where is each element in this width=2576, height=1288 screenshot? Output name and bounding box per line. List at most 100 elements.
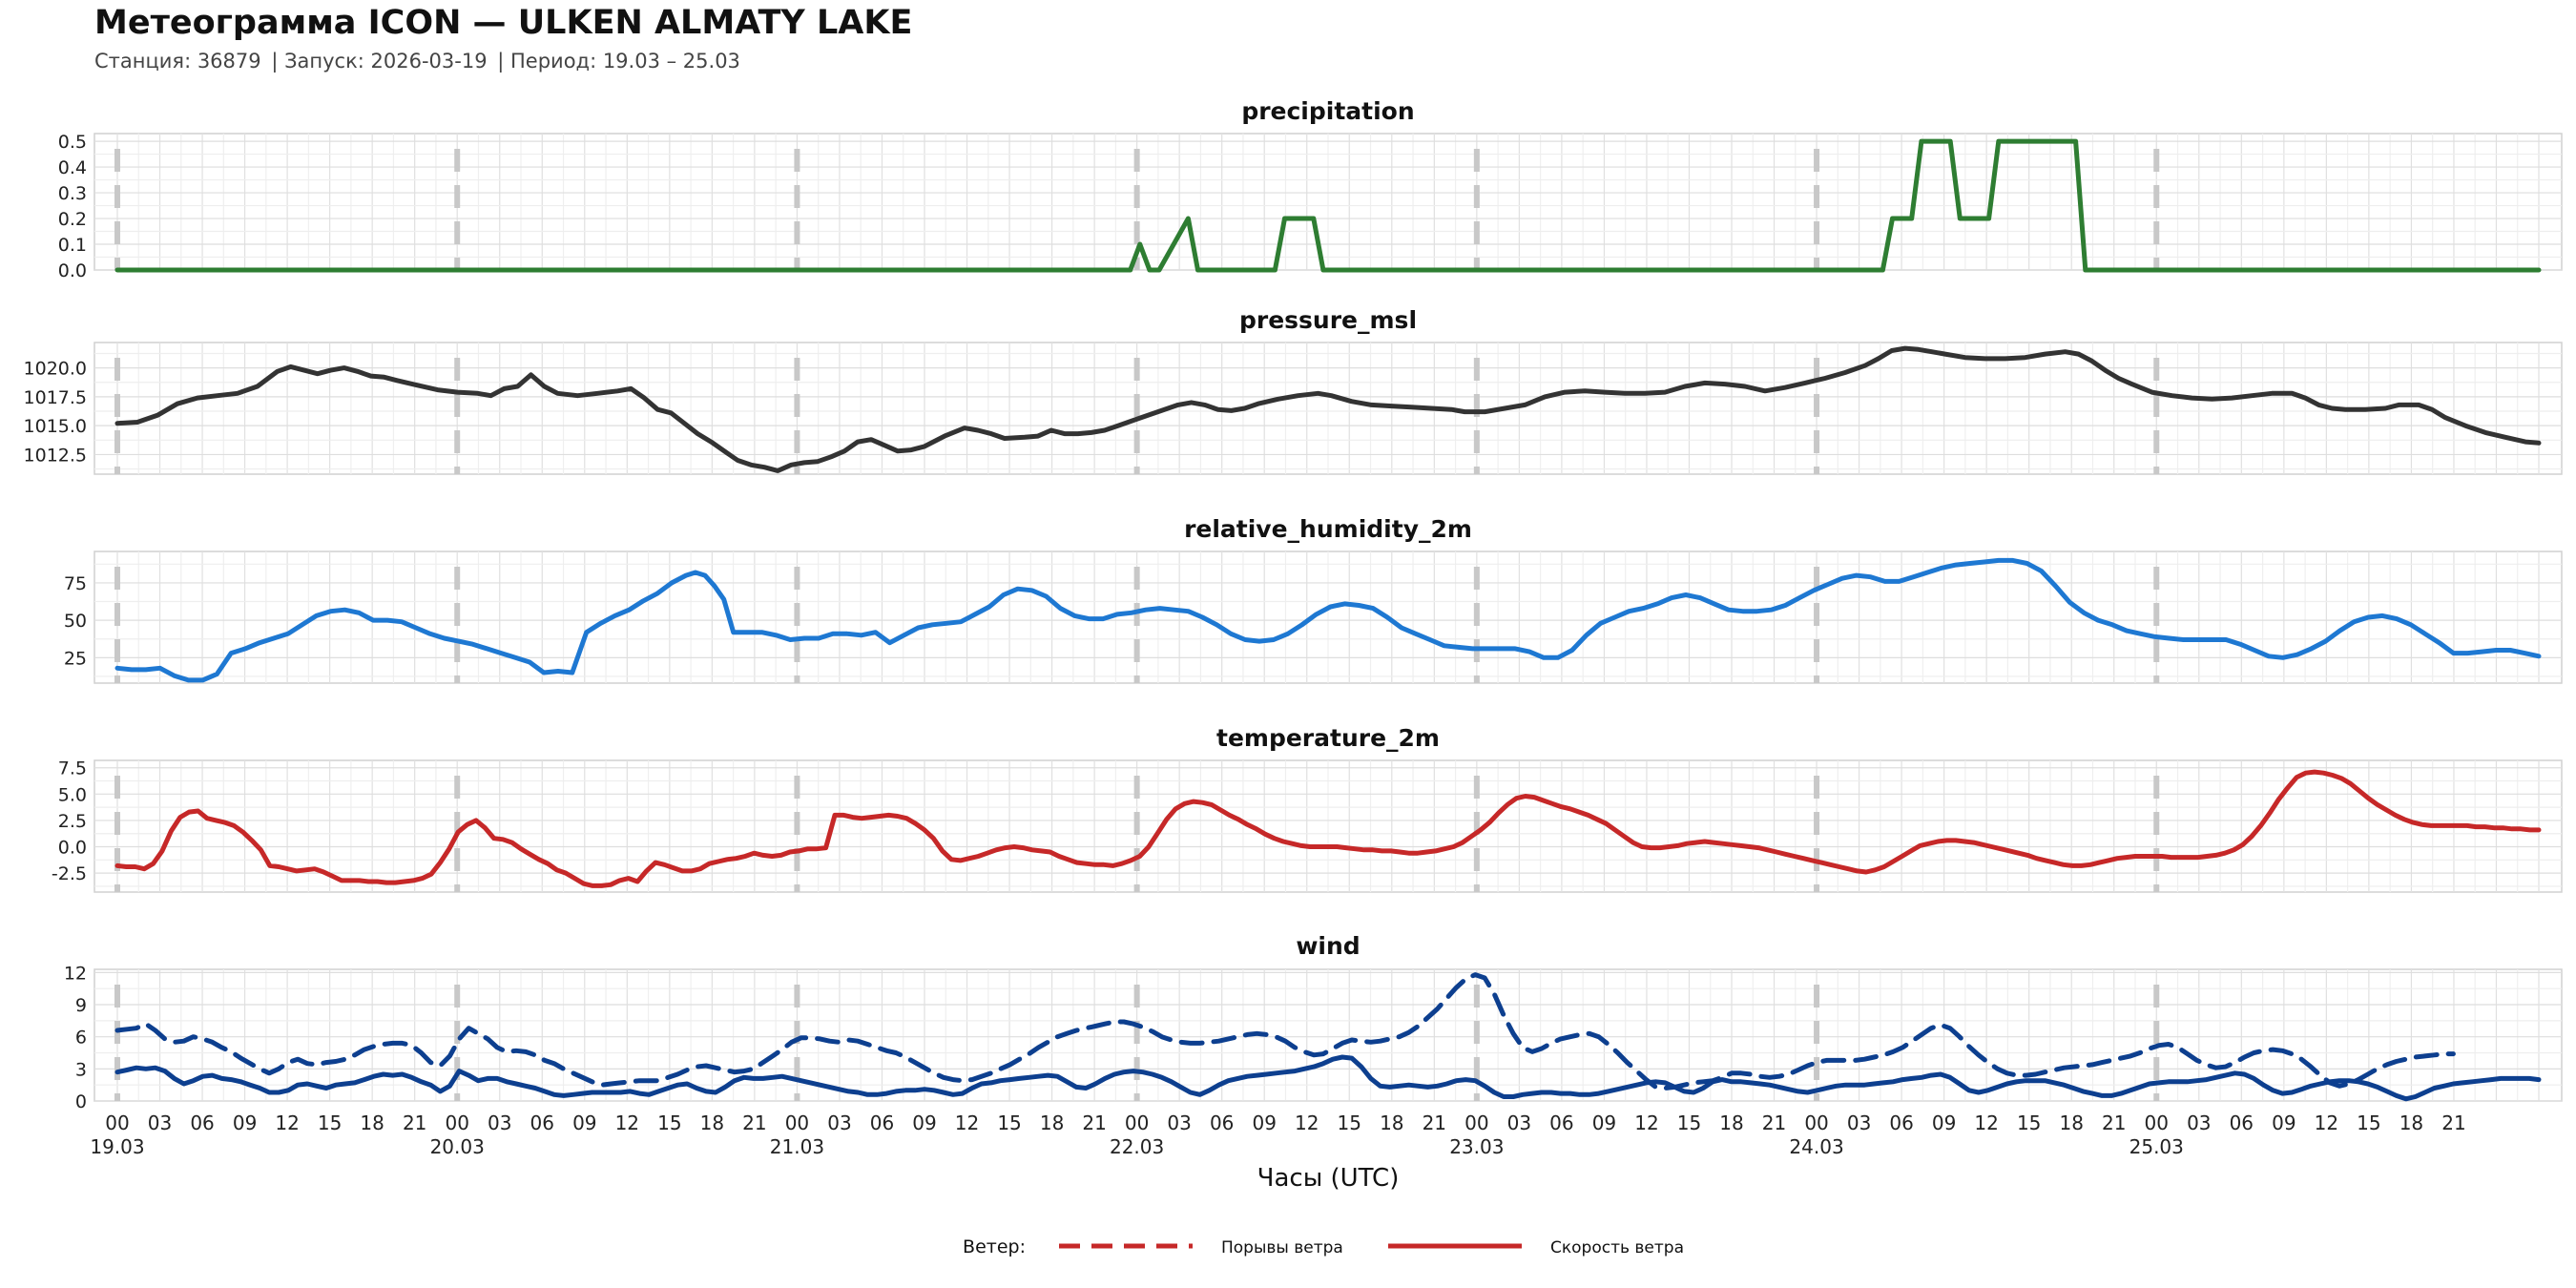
x-tick-date-label: 19.03 (90, 1135, 144, 1158)
y-tick-label: 2.5 (58, 811, 87, 832)
y-tick-label: 1015.0 (24, 416, 87, 437)
x-tick-hour-label: 03 (2187, 1111, 2211, 1134)
x-tick-hour-label: 21 (2441, 1111, 2465, 1134)
legend-title: Ветер: (963, 1236, 1026, 1257)
x-tick-hour-label: 21 (1423, 1111, 1446, 1134)
panel-title: wind (1296, 932, 1360, 960)
y-tick-label: 0.5 (58, 132, 87, 153)
x-tick-hour-label: 15 (657, 1111, 681, 1134)
x-tick-hour-label: 06 (870, 1111, 894, 1134)
x-tick-hour-label: 12 (1974, 1111, 1998, 1134)
x-tick-hour-label: 15 (997, 1111, 1021, 1134)
x-tick-hour-label: 21 (1762, 1111, 1786, 1134)
page-subtitle: Станция: 36879 | Запуск: 2026-03-19 | Пе… (94, 50, 740, 73)
y-tick-label: 7.5 (58, 758, 87, 779)
series-line-temperature-2m (114, 769, 2542, 888)
series-line-precipitation (114, 138, 2542, 273)
y-tick-label: 1020.0 (24, 359, 87, 380)
y-tick-label: 6 (75, 1028, 87, 1049)
x-tick-date-label: 25.03 (2129, 1135, 2184, 1158)
x-tick-hour-label: 03 (1847, 1111, 1871, 1134)
x-tick-hour-label: 15 (2017, 1111, 2041, 1134)
y-tick-label: 50 (64, 611, 87, 632)
x-tick-hour-label: 03 (148, 1111, 172, 1134)
x-tick-hour-label: 18 (2399, 1111, 2423, 1134)
x-tick-hour-label: 09 (572, 1111, 596, 1134)
x-tick-hour-label: 21 (403, 1111, 426, 1134)
x-tick-hour-label: 09 (1932, 1111, 1956, 1134)
x-tick-hour-label: 00 (1465, 1111, 1488, 1134)
x-tick-hour-label: 21 (2102, 1111, 2126, 1134)
y-tick-label: 12 (64, 963, 87, 984)
station-label: Станция: 36879 (94, 50, 261, 73)
x-tick-hour-label: 00 (1804, 1111, 1828, 1134)
run-label: | Запуск: 2026-03-19 (271, 50, 488, 73)
x-tick-hour-label: 06 (190, 1111, 214, 1134)
y-tick-label: 0.4 (58, 157, 87, 178)
x-tick-hour-label: 12 (1295, 1111, 1319, 1134)
x-tick-hour-label: 00 (2145, 1111, 2169, 1134)
x-tick-hour-label: 06 (1549, 1111, 1573, 1134)
x-tick-hour-label: 06 (1889, 1111, 1913, 1134)
y-tick-label: 0.2 (58, 209, 87, 230)
y-tick-label: 1017.5 (24, 387, 87, 408)
x-tick-hour-label: 15 (2357, 1111, 2380, 1134)
x-tick-date-label: 23.03 (1449, 1135, 1504, 1158)
x-tick-hour-label: 09 (233, 1111, 257, 1134)
panel-title: precipitation (1241, 97, 1414, 125)
x-tick-hour-label: 09 (1252, 1111, 1276, 1134)
x-tick-hour-label: 03 (1167, 1111, 1191, 1134)
y-tick-label: -2.5 (52, 863, 87, 884)
y-tick-label: 0.0 (58, 260, 87, 281)
x-tick-hour-label: 03 (488, 1111, 511, 1134)
x-tick-hour-label: 12 (615, 1111, 639, 1134)
x-tick-hour-label: 21 (742, 1111, 766, 1134)
x-tick-hour-label: 18 (1040, 1111, 1064, 1134)
y-tick-label: 9 (75, 995, 87, 1016)
y-tick-label: 0 (75, 1091, 87, 1112)
y-tick-label: 3 (75, 1059, 87, 1080)
y-tick-label: 75 (64, 573, 87, 594)
x-tick-hour-label: 00 (785, 1111, 809, 1134)
x-tick-hour-label: 18 (700, 1111, 724, 1134)
legend-gusts-label: Порывы ветра (1221, 1238, 1343, 1257)
x-tick-hour-label: 03 (827, 1111, 851, 1134)
x-tick-hour-label: 00 (105, 1111, 129, 1134)
x-tick-date-label: 22.03 (1110, 1135, 1164, 1158)
x-tick-hour-label: 18 (1380, 1111, 1403, 1134)
x-tick-hour-label: 18 (360, 1111, 384, 1134)
x-tick-hour-label: 09 (912, 1111, 936, 1134)
y-tick-label: 25 (64, 648, 87, 669)
x-tick-date-label: 24.03 (1789, 1135, 1843, 1158)
x-tick-hour-label: 15 (1338, 1111, 1361, 1134)
legend-speed-label: Скорость ветра (1550, 1238, 1684, 1257)
x-tick-hour-label: 12 (275, 1111, 299, 1134)
period-label: | Период: 19.03 – 25.03 (497, 50, 740, 73)
x-tick-date-label: 20.03 (430, 1135, 485, 1158)
x-tick-hour-label: 12 (955, 1111, 979, 1134)
x-tick-hour-label: 06 (1210, 1111, 1234, 1134)
y-tick-label: 0.0 (58, 838, 87, 859)
series-line-pressure-msl (114, 345, 2542, 473)
x-tick-hour-label: 21 (1082, 1111, 1106, 1134)
panel-title: pressure_msl (1239, 306, 1417, 334)
x-tick-hour-label: 06 (530, 1111, 554, 1134)
x-tick-hour-label: 12 (2315, 1111, 2338, 1134)
page-title: Метеограмма ICON — ULKEN ALMATY LAKE (94, 4, 913, 42)
series-line-wind-dashed (114, 972, 2456, 1091)
x-tick-hour-label: 18 (2059, 1111, 2083, 1134)
x-tick-hour-label: 18 (1719, 1111, 1743, 1134)
x-tick-hour-label: 00 (1125, 1111, 1149, 1134)
x-tick-date-label: 21.03 (770, 1135, 824, 1158)
y-tick-label: 5.0 (58, 784, 87, 805)
series-line-relative-humidity-2m (114, 557, 2542, 683)
series-line-wind-solid (114, 1054, 2542, 1102)
x-tick-hour-label: 03 (1507, 1111, 1531, 1134)
panel-title: relative_humidity_2m (1184, 515, 1472, 543)
x-axis-label: Часы (UTC) (1257, 1164, 1400, 1193)
y-tick-label: 1012.5 (24, 445, 87, 466)
x-tick-hour-label: 06 (2230, 1111, 2254, 1134)
x-tick-hour-label: 15 (1677, 1111, 1701, 1134)
panel-title: temperature_2m (1216, 724, 1440, 752)
